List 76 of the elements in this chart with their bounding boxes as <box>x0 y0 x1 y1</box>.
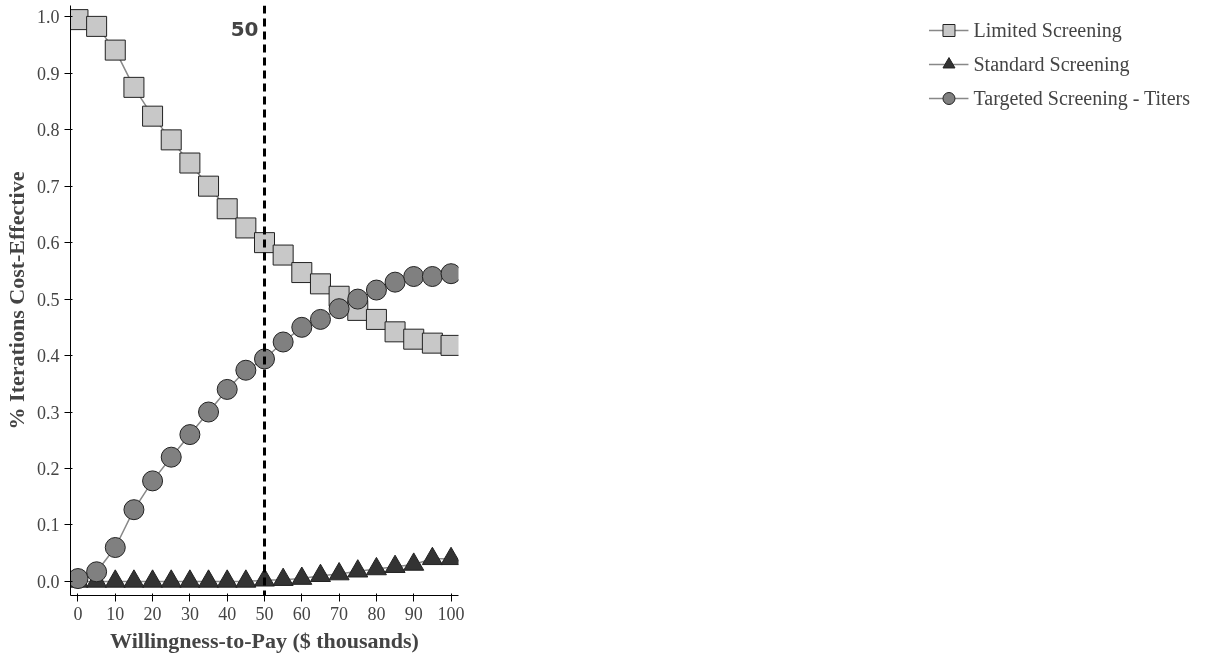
x-tick-label: 60 <box>292 603 311 624</box>
point <box>309 563 331 583</box>
y-tick-label: 0.1 <box>37 515 60 536</box>
point <box>291 262 313 284</box>
x-tick-label: 0 <box>73 603 83 624</box>
legend-label: Limited Screening <box>973 18 1122 42</box>
point <box>365 308 387 330</box>
point <box>235 359 257 381</box>
point <box>142 470 164 492</box>
point <box>347 288 369 310</box>
legend-label: Standard Screening <box>973 52 1130 76</box>
point <box>291 316 313 338</box>
point <box>104 569 126 588</box>
y-tick-label: 0.3 <box>37 402 60 423</box>
x-tick-label: 90 <box>404 603 423 624</box>
point <box>365 279 387 301</box>
point <box>272 331 294 353</box>
point <box>142 569 164 588</box>
y-tick-label: 0.8 <box>37 120 60 141</box>
point <box>328 562 350 581</box>
y-tick-label: 0.7 <box>37 176 60 197</box>
x-axis-title: Willingness-to-Pay ($ thousands) <box>110 627 419 653</box>
point <box>309 308 331 330</box>
x-tick-label: 50 <box>255 603 274 624</box>
y-axis-title: % Iterations Cost-Effective <box>4 171 29 430</box>
x-tick-label: 30 <box>180 603 199 624</box>
point <box>160 569 182 588</box>
point <box>421 546 443 566</box>
point <box>403 552 425 571</box>
y-tick-label: 0.2 <box>37 458 60 479</box>
x-tick-label: 40 <box>218 603 237 624</box>
point <box>403 266 425 287</box>
point <box>216 198 238 220</box>
point <box>198 175 220 197</box>
y-tick-label: 0.0 <box>37 571 60 592</box>
point <box>123 569 145 588</box>
point <box>421 266 443 287</box>
x-tick-label: 20 <box>143 603 162 624</box>
point <box>365 556 387 576</box>
point <box>384 321 406 343</box>
x-tick-label: 80 <box>367 603 386 624</box>
y-tick-label: 0.4 <box>37 346 60 367</box>
point <box>216 569 238 588</box>
x-tick-label: 100 <box>437 603 465 624</box>
y-tick-label: 1.0 <box>37 7 60 28</box>
point <box>179 424 201 446</box>
point <box>123 76 145 98</box>
point <box>160 446 182 468</box>
point <box>328 298 350 320</box>
point <box>235 569 257 588</box>
x-tick-label: 70 <box>330 603 349 624</box>
point <box>421 332 443 354</box>
point <box>384 271 406 293</box>
point <box>198 401 220 423</box>
point <box>104 39 126 61</box>
y-tick-label: 0.9 <box>37 63 60 84</box>
ref-line-label: 50 <box>230 16 259 41</box>
point <box>347 559 369 578</box>
point <box>272 244 294 266</box>
point <box>216 378 238 400</box>
y-tick-label: 0.6 <box>37 233 60 254</box>
point <box>142 105 164 127</box>
x-tick-label: 10 <box>106 603 125 624</box>
point <box>309 273 331 295</box>
legend-label: Targeted Screening - Titers <box>973 86 1190 110</box>
point <box>291 566 313 585</box>
point <box>179 152 201 174</box>
point <box>179 569 201 588</box>
point <box>198 569 220 588</box>
y-tick-label: 0.5 <box>37 289 60 310</box>
point <box>403 328 425 350</box>
point <box>384 554 406 573</box>
point <box>86 15 108 37</box>
point <box>160 129 182 151</box>
point <box>235 217 257 239</box>
point <box>272 567 294 586</box>
